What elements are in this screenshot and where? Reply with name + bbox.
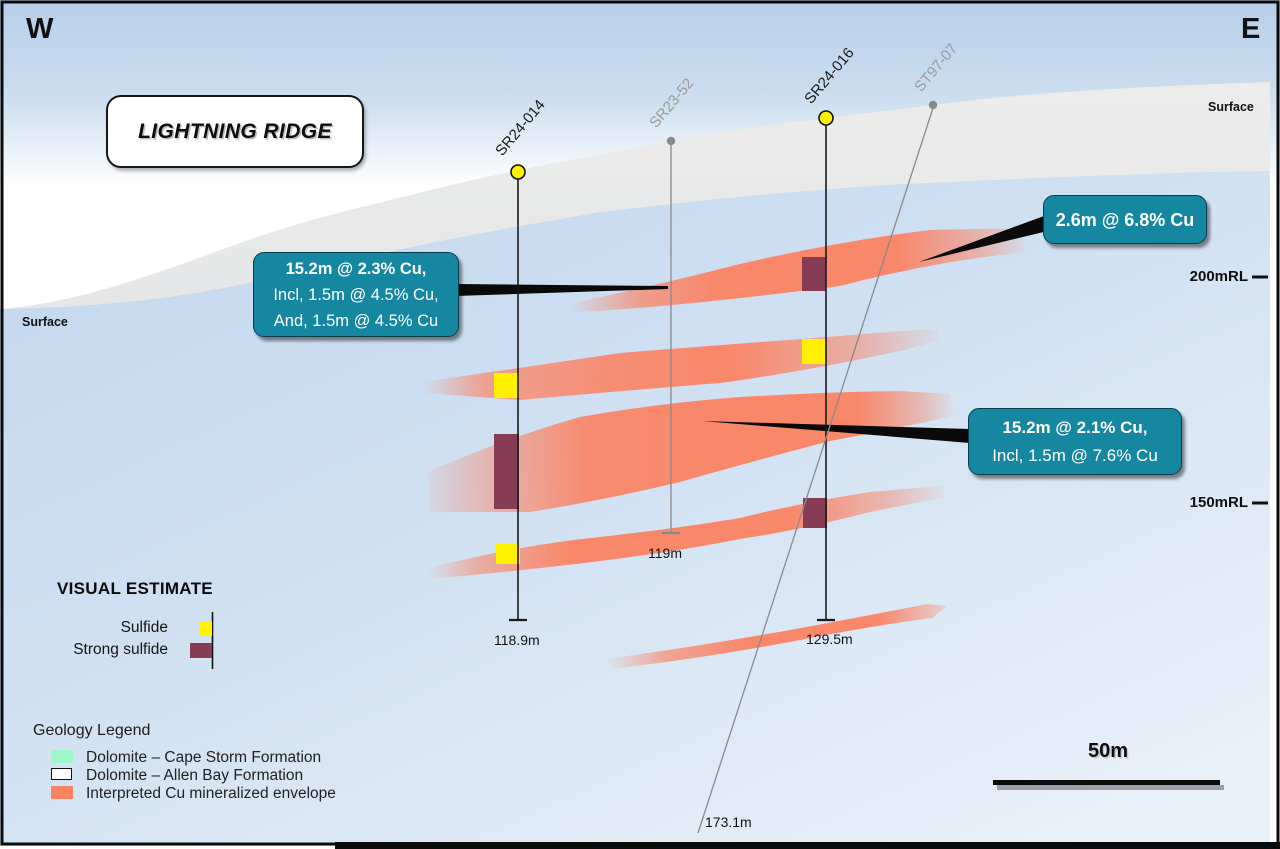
sulfide-interval-marker (494, 373, 519, 398)
drillhole-trace-st97-07 (697, 107, 934, 834)
mineralized-envelope (568, 228, 1026, 312)
interval-markers (494, 257, 827, 564)
section-title: LIGHTNING RIDGE (138, 119, 332, 143)
intercept-callout: 15.2m @ 2.1% Cu, Incl, 1.5m @ 7.6% Cu (968, 408, 1182, 475)
eoh-label-st97-07: 173.1m (705, 814, 752, 830)
collar-icon-sr24-016 (818, 110, 834, 126)
scale-label: 50m (1087, 740, 1129, 762)
strong-sulfide-swatch (190, 643, 212, 658)
cu-envelope-swatch (51, 786, 73, 799)
strong-sulfide-interval-marker (494, 434, 519, 509)
legend-item-cu-envelope: Interpreted Cu mineralized envelope (86, 785, 336, 802)
legend-item-strong-sulfide: Strong sulfide (73, 641, 168, 658)
intercept-text: Incl, 1.5m @ 7.6% Cu (992, 445, 1158, 465)
callout-leaders (455, 216, 1052, 443)
intercept-text: 2.6m @ 6.8% Cu (1055, 209, 1195, 230)
leader-line (702, 421, 970, 443)
sulfide-interval-marker (496, 544, 520, 564)
elevation-label-200mrl: 200mRL (1189, 268, 1248, 285)
figure-frame-bottom (335, 842, 1280, 849)
intercept-text: 15.2m @ 2.1% Cu, (1002, 417, 1148, 437)
scale-bar (993, 780, 1224, 790)
west-label: W (26, 13, 54, 45)
sulfide-swatch (199, 621, 212, 636)
leader-line (455, 284, 668, 296)
intercept-text: Incl, 1.5m @ 4.5% Cu, (273, 285, 439, 304)
elevation-label-150mrl: 150mRL (1189, 494, 1248, 511)
legend-item-sulfide: Sulfide (120, 619, 168, 636)
elevation-ticks (1252, 275, 1268, 505)
mineralized-envelope (428, 391, 953, 512)
scale-bar-line (993, 780, 1220, 785)
intercept-text: And, 1.5m @ 4.5% Cu (273, 311, 439, 330)
geology-legend-heading: Geology Legend (33, 722, 151, 739)
intercept-text: 15.2m @ 2.3% Cu, (285, 259, 427, 278)
intercept-callout: 2.6m @ 6.8% Cu (1043, 195, 1207, 244)
eoh-label-sr24-016: 129.5m (806, 631, 853, 647)
mineralized-envelope (606, 604, 947, 669)
section-title-box: LIGHTNING RIDGE (106, 95, 364, 168)
sulfide-interval-marker (802, 339, 826, 364)
eoh-label-sr23-52: 119m (648, 545, 682, 561)
dolomite-cape-storm-swatch (51, 750, 73, 763)
collar-icon-sr23-52 (666, 136, 676, 146)
intercept-callout: 15.2m @ 2.3% Cu, Incl, 1.5m @ 4.5% Cu, A… (253, 252, 459, 337)
collar-icon-st97-07 (928, 100, 938, 110)
surface-label-right: Surface (1208, 100, 1254, 114)
eoh-label-sr24-014: 118.9m (494, 632, 540, 648)
drillhole-traces (509, 100, 938, 834)
east-label: E (1241, 13, 1261, 45)
surface-label-left: Surface (22, 315, 68, 329)
legend-item-allen-bay: Dolomite – Allen Bay Formation (86, 767, 304, 784)
collar-icon-sr24-014 (510, 164, 526, 180)
strong-sulfide-interval-marker (802, 257, 826, 291)
section-area (0, 171, 1270, 846)
dolomite-allen-bay-swatch (51, 768, 72, 780)
legend-item-cape-storm: Dolomite – Cape Storm Formation (86, 749, 322, 766)
strong-sulfide-interval-marker (803, 498, 827, 528)
visual-estimate-heading: VISUAL ESTIMATE (57, 579, 213, 598)
leader-line (919, 216, 1052, 262)
